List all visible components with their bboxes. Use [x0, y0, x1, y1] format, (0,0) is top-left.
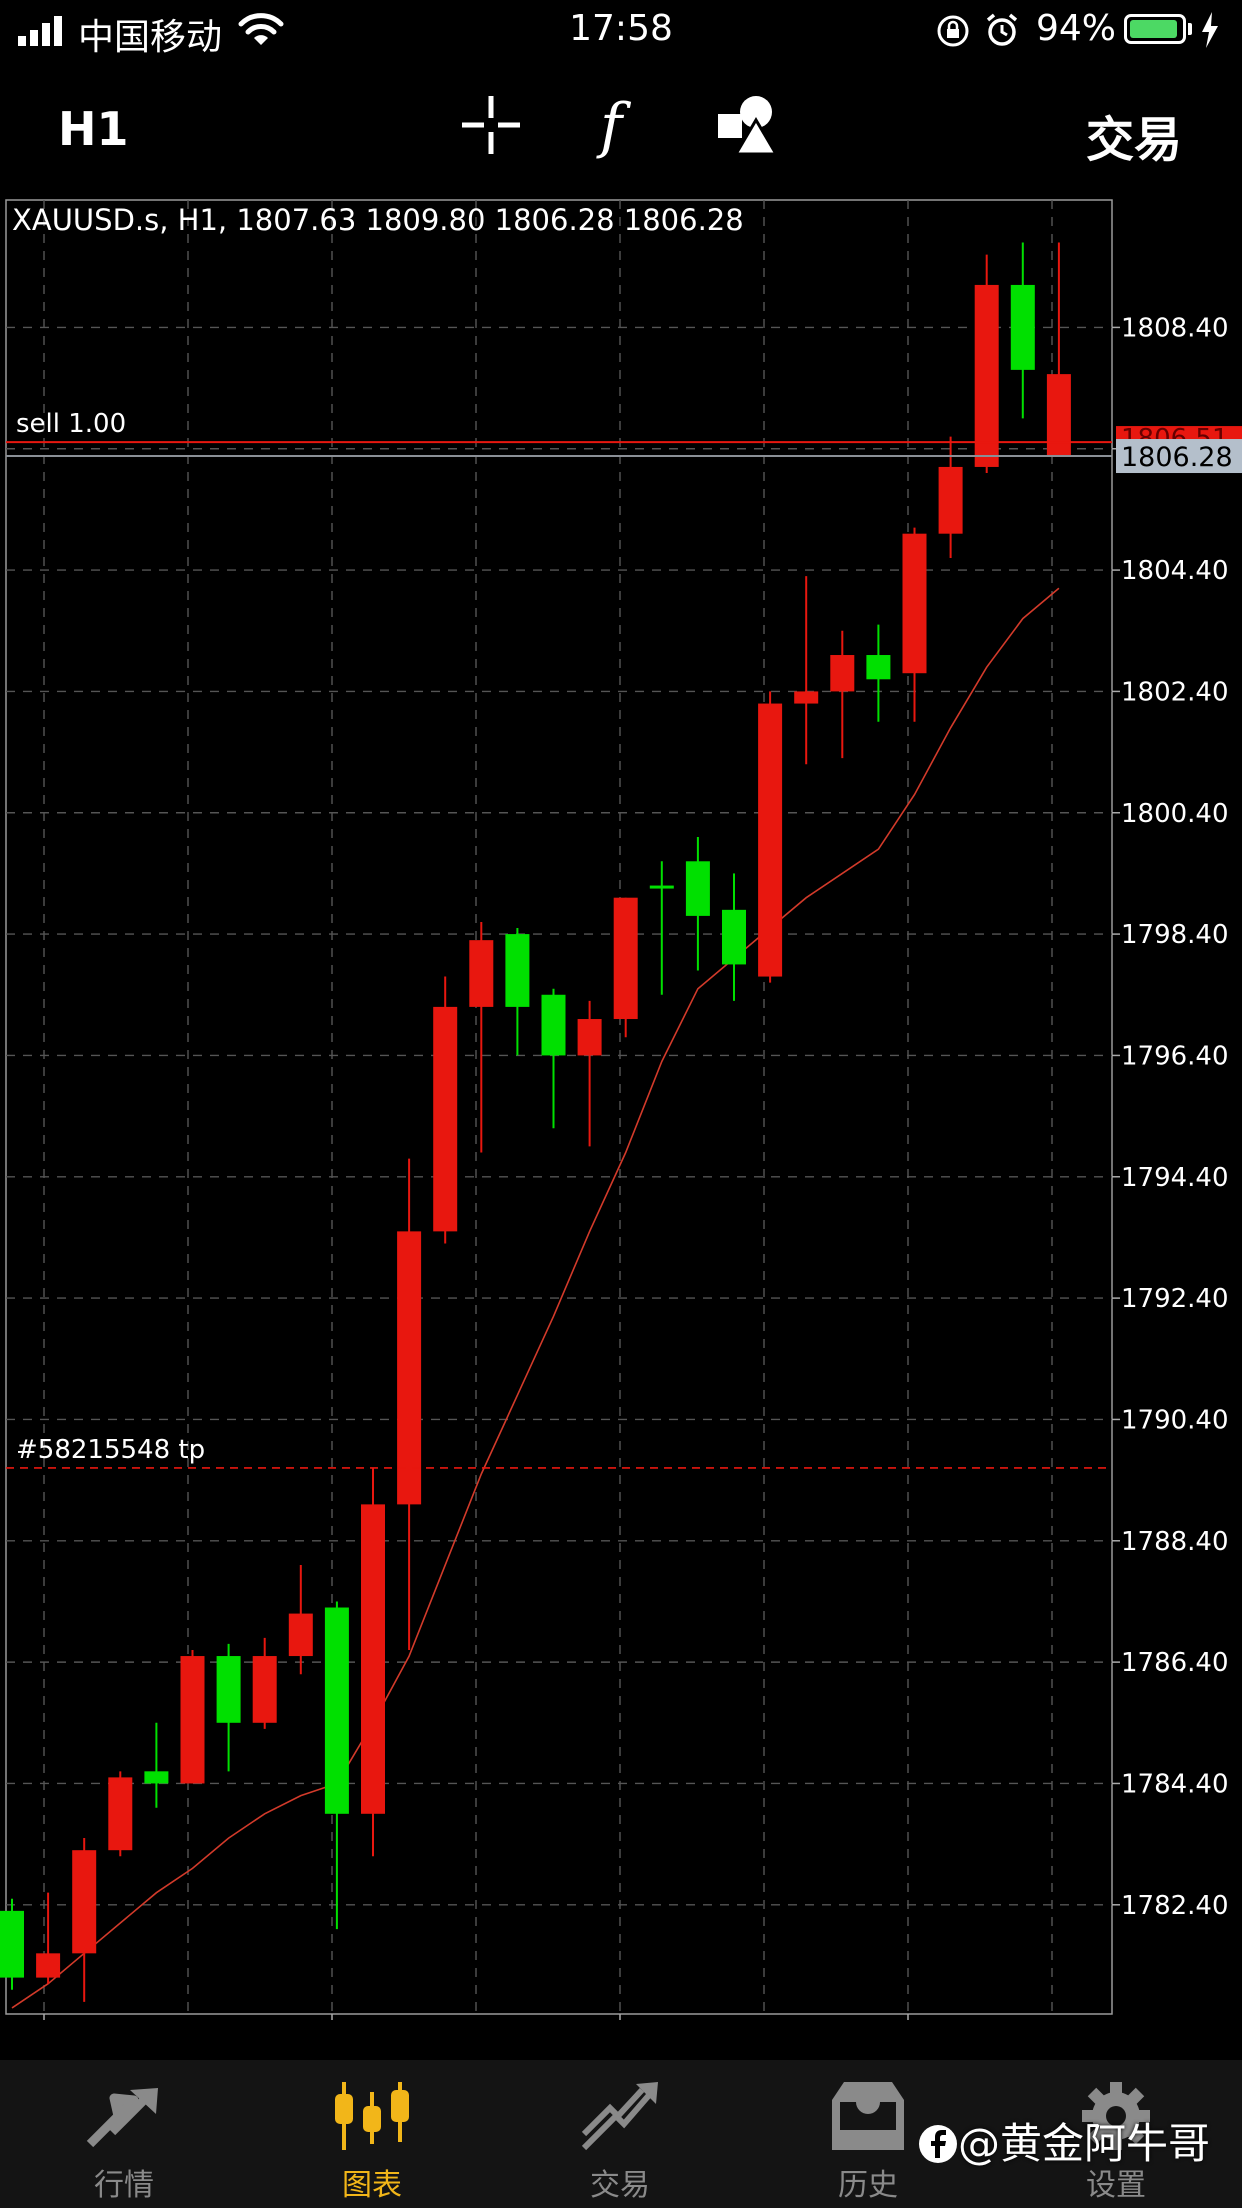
current-price-label: 1806.28 — [1121, 442, 1233, 473]
candle-bear — [252, 1656, 277, 1723]
tab-settings[interactable]: 设置 — [992, 2060, 1240, 2208]
battery-fill — [1130, 20, 1177, 38]
candle-bear — [758, 703, 783, 977]
function-icon[interactable]: f — [594, 90, 644, 160]
candle-bear — [902, 533, 927, 674]
y-tick-label: 1786.40 — [1121, 1648, 1229, 1678]
tab-label-trade: 交易 — [590, 2168, 650, 2203]
candle-bear — [433, 1006, 458, 1232]
chart-canvas[interactable]: 1808.401806.401804.401802.401800.401798.… — [0, 190, 1242, 2059]
trade-button[interactable]: 交易 — [1086, 112, 1183, 168]
current-price-tag — [1116, 439, 1242, 474]
candle-bull — [541, 994, 566, 1056]
candle-bear — [613, 897, 638, 1020]
y-tick-label: 1796.40 — [1121, 1041, 1229, 1071]
rotation-lock-icon — [937, 15, 969, 47]
objects-icon[interactable] — [716, 94, 782, 156]
moving-average-line — [11, 587, 1060, 2009]
quotes-icon — [86, 2088, 158, 2148]
chart-toolbar: H1 f 交易 — [0, 80, 1242, 180]
y-tick-label: 1808.40 — [1121, 313, 1229, 343]
tab-history[interactable]: 历史 — [744, 2060, 992, 2208]
candle-bear — [469, 940, 494, 1007]
candle-bear — [794, 691, 819, 704]
y-tick-label: 1782.40 — [1121, 1891, 1229, 1921]
candle-bull — [505, 934, 530, 1007]
candle-bull — [216, 1656, 241, 1723]
y-tick-label: 1800.40 — [1121, 799, 1229, 829]
y-tick-label: 1788.40 — [1121, 1527, 1229, 1557]
period-button[interactable]: H1 — [58, 102, 129, 156]
wifi-icon — [238, 13, 284, 45]
chart-icon — [335, 2082, 409, 2150]
candle-bear — [36, 1953, 61, 1978]
candle-bear — [361, 1504, 385, 1814]
crosshair-icon[interactable] — [460, 94, 522, 156]
tab-quotes[interactable]: 行情 — [0, 2060, 248, 2208]
tab-label-quotes: 行情 — [94, 2168, 154, 2203]
trade-icon — [581, 2082, 658, 2151]
candle-bear — [938, 466, 963, 534]
candle-bull — [0, 1910, 24, 1978]
candle-bear — [974, 284, 999, 467]
status-bar: 中国移动 17:58 94% — [0, 0, 1242, 64]
svg-text:f: f — [596, 91, 632, 160]
settings-icon — [1082, 2082, 1150, 2150]
candle-bear — [830, 655, 855, 692]
price-chart[interactable]: 1808.401806.401804.401802.401800.401798.… — [0, 190, 1242, 2059]
y-tick-label: 1804.40 — [1121, 556, 1229, 586]
status-time: 17:58 — [569, 8, 673, 49]
battery-percent: 94% — [1036, 8, 1117, 49]
watermark-text: @黄金阿牛哥 — [918, 2110, 1210, 2171]
take-profit-label: #58215548 tp — [16, 1435, 205, 1465]
alarm-icon — [986, 13, 1018, 46]
tab-trade[interactable]: 交易 — [496, 2060, 744, 2208]
candle-bear — [180, 1656, 205, 1784]
y-tick-label: 1798.40 — [1121, 920, 1229, 950]
battery-icon — [1124, 14, 1186, 44]
candle-bear — [72, 1850, 97, 1954]
candle-bear — [288, 1613, 313, 1657]
tab-label-settings: 设置 — [1086, 2168, 1146, 2203]
y-tick-label: 1802.40 — [1121, 677, 1229, 707]
sell-order-label: sell 1.00 — [16, 409, 126, 439]
y-tick-label: 1784.40 — [1121, 1769, 1229, 1799]
y-tick-label: 1792.40 — [1121, 1284, 1229, 1314]
battery-cap — [1188, 23, 1192, 35]
tab-label-chart: 图表 — [342, 2168, 402, 2203]
tab-chart[interactable]: 图表 — [248, 2060, 496, 2208]
y-tick-label: 1790.40 — [1121, 1405, 1229, 1435]
candle-bull — [866, 655, 891, 680]
candle-bull — [649, 885, 674, 889]
chart-symbol-header: XAUUSD.s, H1, 1807.63 1809.80 1806.28 18… — [12, 203, 744, 237]
charging-icon — [1202, 12, 1218, 48]
candle-bull — [144, 1771, 169, 1784]
candle-bull — [1010, 284, 1035, 370]
chart-frame — [5, 199, 1113, 2015]
y-tick-label: 1794.40 — [1121, 1163, 1229, 1193]
watermark-label: @黄金阿牛哥 — [958, 2119, 1211, 2168]
signal-icon — [18, 16, 62, 46]
candle-bear — [108, 1777, 133, 1851]
candle-bull — [722, 909, 746, 965]
tab-label-history: 历史 — [838, 2168, 898, 2203]
candle-bear — [397, 1231, 422, 1505]
facebook-logo-icon — [919, 2125, 957, 2163]
candle-bear — [1046, 374, 1071, 457]
carrier-label: 中国移动 — [78, 17, 223, 58]
history-icon — [832, 2082, 904, 2150]
candle-bear — [577, 1019, 602, 1056]
candle-bull — [685, 861, 710, 916]
candle-bull — [324, 1607, 349, 1814]
bottom-tab-bar: 行情 图表 交易 历史 设置 — [0, 2060, 1242, 2208]
